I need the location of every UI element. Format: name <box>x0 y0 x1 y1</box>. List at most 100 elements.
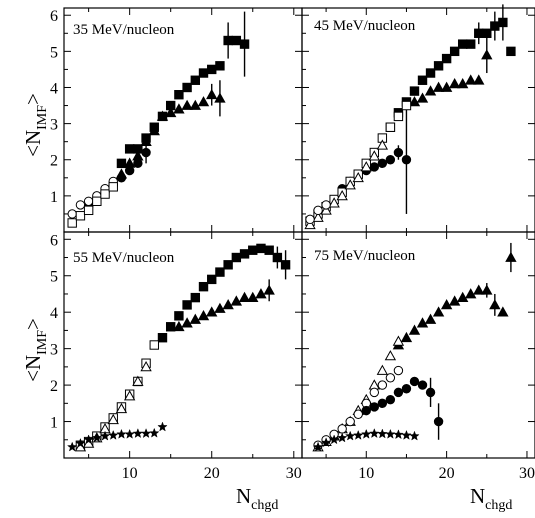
data-point-filled-triangle <box>440 299 453 310</box>
data-point-filled-circle <box>361 405 371 416</box>
data-point-filled-square <box>409 86 420 96</box>
data-point-filled-star <box>393 429 404 440</box>
data-point-filled-star <box>328 434 340 445</box>
data-point-open-triangle <box>320 204 332 215</box>
data-marks <box>66 4 517 452</box>
x-tick-label: 30 <box>519 465 535 482</box>
data-point-open-square <box>67 218 77 228</box>
data-point-filled-square <box>190 292 201 303</box>
data-point-filled-star <box>66 441 78 452</box>
data-point-filled-triangle <box>206 306 218 317</box>
data-point-filled-circle <box>393 147 404 158</box>
data-point-filled-triangle <box>416 92 429 103</box>
y-tick-label: 5 <box>50 269 58 286</box>
data-point-filled-square <box>239 249 250 259</box>
data-point-open-square <box>75 211 86 221</box>
data-point-filled-triangle <box>238 291 251 302</box>
data-point-filled-circle <box>385 155 396 165</box>
x-tick-label: 30 <box>286 465 302 482</box>
y-tick-label: 1 <box>50 415 58 432</box>
data-point-filled-circle <box>409 376 420 387</box>
data-point-filled-square <box>223 260 233 270</box>
data-point-filled-square <box>441 53 452 64</box>
data-point-open-square <box>100 189 110 199</box>
data-point-filled-circle <box>141 147 151 158</box>
data-point-filled-star <box>124 428 135 439</box>
data-point-filled-triangle <box>481 49 493 60</box>
data-point-filled-triangle <box>165 106 177 118</box>
y-tick-label: 4 <box>50 80 58 97</box>
svg-text:Nchgd: Nchgd <box>470 484 512 513</box>
data-point-filled-star <box>83 434 94 445</box>
y-tick-label: 6 <box>50 8 58 25</box>
data-point-filled-square <box>457 39 468 49</box>
data-point-filled-triangle <box>263 284 275 295</box>
data-point-open-square <box>92 196 102 206</box>
data-point-open-square <box>401 100 412 111</box>
data-point-filled-triangle <box>505 251 517 262</box>
data-point-filled-circle <box>133 158 143 169</box>
data-point-filled-star <box>132 428 144 439</box>
data-point-open-triangle <box>115 402 128 414</box>
x-tick-label: 20 <box>439 465 455 482</box>
y-tick-label: 6 <box>50 232 58 249</box>
panel-series-1 <box>304 4 516 230</box>
data-point-open-triangle <box>312 211 324 222</box>
data-point-filled-star <box>369 428 380 439</box>
y-axis-label-top: <NIMF> <box>21 93 50 157</box>
data-point-filled-triangle <box>465 288 477 299</box>
y-tick-label: 1 <box>50 189 58 206</box>
data-point-filled-triangle <box>189 313 201 324</box>
data-point-filled-triangle <box>181 317 193 328</box>
data-point-filled-square <box>223 35 233 46</box>
data-point-open-triangle <box>392 335 405 346</box>
data-point-open-square <box>149 340 159 350</box>
data-point-filled-circle <box>433 416 444 427</box>
data-point-filled-star <box>75 437 86 448</box>
data-point-filled-star <box>385 428 396 439</box>
data-point-filled-star <box>116 428 127 439</box>
data-point-filled-square <box>466 39 476 49</box>
data-point-filled-square <box>182 82 192 93</box>
data-point-open-circle <box>393 365 404 376</box>
data-point-filled-circle <box>401 384 412 394</box>
data-point-open-square <box>83 205 94 216</box>
data-point-filled-triangle <box>400 331 413 343</box>
data-point-filled-square <box>215 267 225 277</box>
data-point-filled-square <box>215 61 225 71</box>
data-point-filled-triangle <box>214 302 226 313</box>
data-point-open-circle <box>353 409 363 419</box>
data-point-filled-star <box>140 428 152 439</box>
y-tick-label: 2 <box>50 153 58 170</box>
data-point-filled-square <box>198 281 209 292</box>
data-point-filled-circle <box>369 162 380 172</box>
data-point-filled-triangle <box>448 78 461 89</box>
data-point-filled-triangle <box>457 78 469 89</box>
data-point-filled-circle <box>124 165 135 176</box>
data-point-filled-star <box>320 437 332 448</box>
data-point-open-circle <box>337 424 347 434</box>
data-point-filled-star <box>99 430 111 441</box>
data-point-filled-square <box>190 75 201 85</box>
x-axis-label-right: Nchgd <box>470 484 512 513</box>
data-point-filled-circle <box>377 398 388 409</box>
data-point-open-circle <box>305 214 315 225</box>
y-tick-label: 3 <box>50 342 58 359</box>
data-point-filled-triangle <box>424 313 437 324</box>
data-point-open-triangle <box>132 375 144 386</box>
data-point-open-circle <box>377 380 388 390</box>
data-point-open-triangle <box>336 190 348 201</box>
data-point-filled-square <box>207 274 217 285</box>
data-point-filled-triangle <box>156 110 169 121</box>
data-point-filled-triangle <box>473 74 485 85</box>
data-point-open-circle <box>385 373 396 383</box>
data-point-open-square <box>393 111 404 122</box>
data-point-filled-square <box>449 46 460 57</box>
data-point-filled-triangle <box>222 299 234 310</box>
data-point-filled-triangle <box>408 324 421 335</box>
data-point-filled-star <box>149 427 160 438</box>
data-point-filled-triangle <box>481 284 493 295</box>
data-point-filled-triangle <box>189 99 201 110</box>
data-point-filled-square <box>165 322 176 332</box>
data-point-filled-square <box>506 46 516 57</box>
